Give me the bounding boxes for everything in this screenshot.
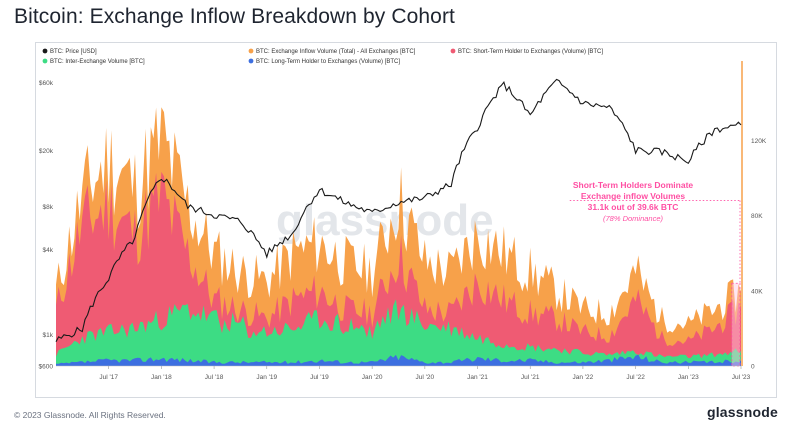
- legend-label-sth: BTC: Short-Term Holder to Exchanges (Vol…: [458, 49, 603, 55]
- legend-dot-total[interactable]: [248, 48, 254, 54]
- x-tick-label-11: Jan '23: [678, 374, 699, 381]
- chart-frame: glassnode $600 $1k $4k $8k $20k $60k 0 40K 80K 120…: [35, 42, 777, 398]
- left-tick-label-4: $20k: [39, 148, 54, 155]
- area-lth-inflow: [56, 354, 741, 366]
- legend-label-price: BTC: Price [USD]: [50, 49, 97, 55]
- area-inter-exchange: [56, 299, 741, 366]
- line-btc-price: [55, 78, 742, 342]
- x-tick-label-12: Jul '23: [732, 374, 751, 381]
- left-tick-label-2: $4k: [43, 247, 54, 254]
- right-tick-label-2: 80K: [751, 213, 763, 220]
- footer-copyright: © 2023 Glassnode. All Rights Reserved.: [14, 410, 166, 420]
- x-tick-label-5: Jan '20: [362, 374, 383, 381]
- x-tick-label-3: Jan '19: [256, 374, 277, 381]
- x-tick-label-9: Jan '22: [573, 374, 594, 381]
- right-tick-label-3: 120K: [751, 138, 767, 145]
- footer-brand-logo[interactable]: glassnode: [706, 404, 778, 420]
- x-tick-label-8: Jul '21: [521, 374, 540, 381]
- x-tick-label-7: Jan '21: [467, 374, 488, 381]
- right-tick-label-0: 0: [751, 364, 755, 371]
- legend-dot-lth[interactable]: [248, 58, 254, 64]
- right-tick-label-1: 40K: [751, 288, 763, 295]
- page-title: Bitcoin: Exchange Inflow Breakdown by Co…: [14, 5, 455, 28]
- x-tick-label-6: Jul '20: [416, 374, 435, 381]
- left-tick-label-1: $1k: [43, 332, 54, 339]
- highlight-box: [731, 282, 741, 367]
- x-tick-label-2: Jul '18: [205, 374, 224, 381]
- legend-label-inter: BTC: Inter-Exchange Volume [BTC]: [50, 59, 145, 65]
- chart-svg: glassnode $600 $1k $4k $8k $20k $60k 0 40K 80K 120…: [39, 48, 767, 381]
- area-total-inflow: [56, 107, 741, 366]
- annotation-line4: (78% Dominance): [603, 214, 664, 223]
- left-tick-label-5: $60k: [39, 80, 54, 87]
- legend-dot-price[interactable]: [42, 48, 48, 54]
- area-sth-inflow: [56, 171, 741, 366]
- x-tick-label-4: Jul '19: [310, 374, 329, 381]
- x-tick-label-1: Jan '18: [151, 374, 172, 381]
- annotation-line2: Exchange inflow Volumes: [581, 191, 685, 201]
- annotation-line1: Short-Term Holders Dominate: [573, 180, 694, 190]
- annotation-line3: 31.1k out of 39.6k BTC: [588, 202, 679, 212]
- left-tick-label-0: $600: [39, 364, 54, 371]
- legend-label-total: BTC: Exchange Inflow Volume (Total) - Al…: [256, 49, 416, 55]
- watermark-text: glassnode: [276, 196, 494, 245]
- legend-dot-inter[interactable]: [42, 58, 48, 64]
- x-tick-label-10: Jul '22: [626, 374, 645, 381]
- legend-label-lth: BTC: Long-Term Holder to Exchanges (Volu…: [256, 59, 400, 65]
- x-tick-label-0: Jul '17: [99, 374, 118, 381]
- legend-dot-sth[interactable]: [450, 48, 456, 54]
- left-tick-label-3: $8k: [43, 204, 54, 211]
